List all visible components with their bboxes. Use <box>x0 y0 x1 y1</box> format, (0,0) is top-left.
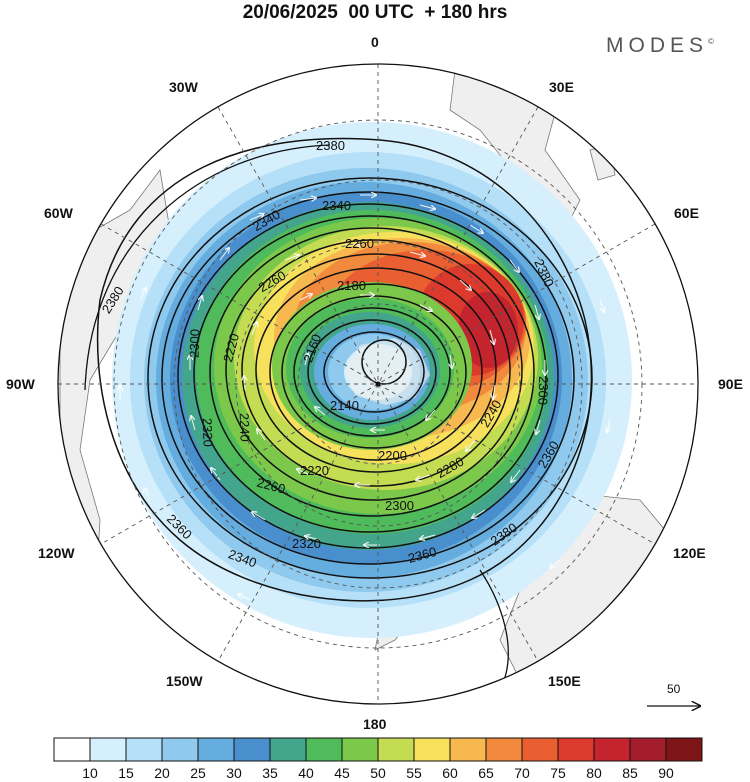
colorbar-tick-label: 10 <box>82 765 98 781</box>
meridian-label-150w: 150W <box>166 673 203 689</box>
colorbar-swatch <box>269 737 307 762</box>
meridian-label-30w: 30W <box>169 79 198 95</box>
contour-label: 2320 <box>200 418 216 447</box>
colorbar-swatch <box>593 737 631 762</box>
colorbar-swatch <box>305 737 343 762</box>
contour-label: 2180 <box>337 278 366 293</box>
colorbar-swatch <box>557 737 595 762</box>
contour-label: 2200 <box>378 448 407 463</box>
contour-label: 2360 <box>406 544 438 566</box>
meridian-label-90w: 90W <box>6 376 35 392</box>
contour-label: 2220 <box>220 332 242 364</box>
contour-label: 2300 <box>187 329 203 358</box>
contour-label: 2140 <box>330 398 359 413</box>
meridian-label-120w: 120W <box>38 545 75 561</box>
meridian-label-0: 0 <box>371 34 379 50</box>
colorbar-tick-label: 35 <box>262 765 278 781</box>
contour-label: 2240 <box>237 413 253 442</box>
vector-reference-value: 50 <box>667 682 681 696</box>
colorbar-tick-label: 65 <box>478 765 494 781</box>
colorbar-tick-label: 75 <box>550 765 566 781</box>
colorbar-swatch <box>377 737 415 762</box>
colorbar-swatch <box>521 737 559 762</box>
colorbar-tick-label: 30 <box>226 765 242 781</box>
colorbar-swatch <box>89 737 127 762</box>
contour-label: 2300 <box>535 376 551 405</box>
colorbar-swatch <box>125 737 163 762</box>
meridian-label-30e: 30E <box>549 79 574 95</box>
colorbar-tick-label: 90 <box>658 765 674 781</box>
colorbar-tick-label: 45 <box>334 765 350 781</box>
colorbar-tick-label: 40 <box>298 765 314 781</box>
meridian-label-90e: 90E <box>718 376 743 392</box>
contour-label: 2380 <box>316 138 345 153</box>
colorbar-tick-label: 55 <box>406 765 422 781</box>
colorbar-swatch <box>233 737 271 762</box>
colorbar-tick-label: 25 <box>190 765 206 781</box>
colorbar-swatch <box>341 737 379 762</box>
map-field <box>58 64 698 704</box>
colorbar-tick-label: 15 <box>118 765 134 781</box>
brand-logo: MODES© <box>606 34 714 58</box>
contour-label: 2320 <box>292 536 321 551</box>
colorbar-tick-label: 60 <box>442 765 458 781</box>
meridian-label-150e: 150E <box>548 673 581 689</box>
wind-vectors <box>120 195 610 601</box>
colorbar-tick-label: 80 <box>586 765 602 781</box>
colorbar-swatch <box>53 737 91 762</box>
colorbar: 10 15 20 25 30 35 40 45 50 55 60 65 70 75 80 85 90 <box>53 737 703 781</box>
colorbar-tick-label: 50 <box>370 765 386 781</box>
contour-label: 2260 <box>255 475 287 497</box>
colorbar-swatch <box>413 737 451 762</box>
map-title: 20/06/2025 00 UTC + 180 hrs <box>242 2 508 23</box>
brand-mark: © <box>708 37 714 46</box>
meridian-label-180: 180 <box>363 716 387 732</box>
meridian-label-60w: 60W <box>44 205 73 221</box>
contour-label: 2300 <box>385 498 414 513</box>
brand-name: MODES <box>606 34 709 57</box>
colorbar-swatch <box>629 737 667 762</box>
contour-label: 2220 <box>300 463 329 478</box>
meridian-label-120e: 120E <box>673 545 706 561</box>
contour-label: 2340 <box>322 198 351 213</box>
colorbar-tick-label: 85 <box>622 765 638 781</box>
vector-reference: 50 <box>647 682 700 706</box>
colorbar-swatch <box>197 737 235 762</box>
graticule <box>58 64 698 704</box>
colorbar-swatch <box>485 737 523 762</box>
map-boundary <box>57 63 699 705</box>
colorbar-swatch <box>449 737 487 762</box>
meridian-label-60e: 60E <box>674 205 699 221</box>
colorbar-swatch <box>161 737 199 762</box>
colorbar-tick-label: 20 <box>154 765 170 781</box>
colorbar-swatch <box>665 737 703 762</box>
contour-label: 2260 <box>345 236 374 251</box>
colorbar-tick-label: 70 <box>514 765 530 781</box>
